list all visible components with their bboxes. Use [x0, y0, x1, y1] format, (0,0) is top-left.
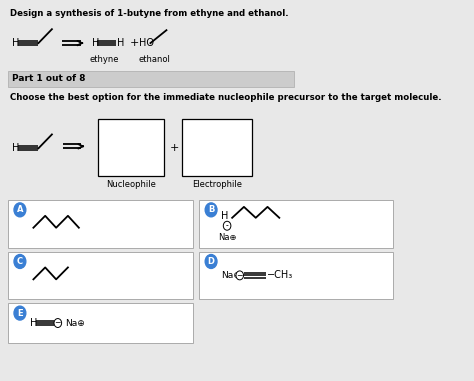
Text: H: H — [91, 38, 99, 48]
Text: H: H — [221, 211, 228, 221]
Circle shape — [223, 221, 231, 230]
Circle shape — [205, 203, 217, 217]
Text: H: H — [12, 38, 20, 48]
Text: Part 1 out of 8: Part 1 out of 8 — [12, 74, 86, 83]
Bar — [8, 200, 193, 248]
Text: Design a synthesis of 1-butyne from ethyne and ethanol.: Design a synthesis of 1-butyne from ethy… — [10, 9, 289, 18]
Text: E: E — [17, 309, 23, 318]
Circle shape — [14, 203, 26, 217]
Text: D: D — [208, 257, 215, 266]
Text: B: B — [208, 205, 214, 215]
Text: Na⊕: Na⊕ — [218, 233, 237, 242]
Text: A: A — [17, 205, 23, 215]
Text: H: H — [117, 38, 124, 48]
Text: +: + — [170, 143, 179, 153]
Circle shape — [205, 255, 217, 269]
Text: H: H — [30, 318, 37, 328]
Text: ethyne: ethyne — [90, 55, 119, 64]
Bar — [8, 303, 193, 343]
Text: −: − — [55, 319, 61, 328]
Text: HO: HO — [139, 38, 154, 48]
Text: Nucleophile: Nucleophile — [106, 180, 156, 189]
Bar — [98, 118, 164, 176]
Text: Choose the best option for the immediate nucleophile precursor to the target mol: Choose the best option for the immediate… — [10, 93, 441, 102]
Text: −CH₃: −CH₃ — [267, 271, 293, 280]
Text: -: - — [226, 221, 228, 230]
Bar — [199, 200, 393, 248]
Circle shape — [14, 306, 26, 320]
Bar — [182, 118, 252, 176]
Text: +: + — [129, 38, 139, 48]
Circle shape — [54, 319, 62, 328]
Circle shape — [14, 255, 26, 269]
Text: C: C — [17, 257, 23, 266]
Text: H: H — [12, 143, 20, 153]
Text: Na⊕: Na⊕ — [65, 319, 85, 328]
Text: Na⊕: Na⊕ — [221, 271, 241, 280]
Bar — [199, 251, 393, 299]
Text: ethanol: ethanol — [139, 55, 171, 64]
Text: −: − — [237, 271, 243, 280]
Bar — [8, 251, 193, 299]
Bar — [8, 71, 294, 87]
Circle shape — [236, 271, 244, 280]
Text: Electrophile: Electrophile — [192, 180, 242, 189]
